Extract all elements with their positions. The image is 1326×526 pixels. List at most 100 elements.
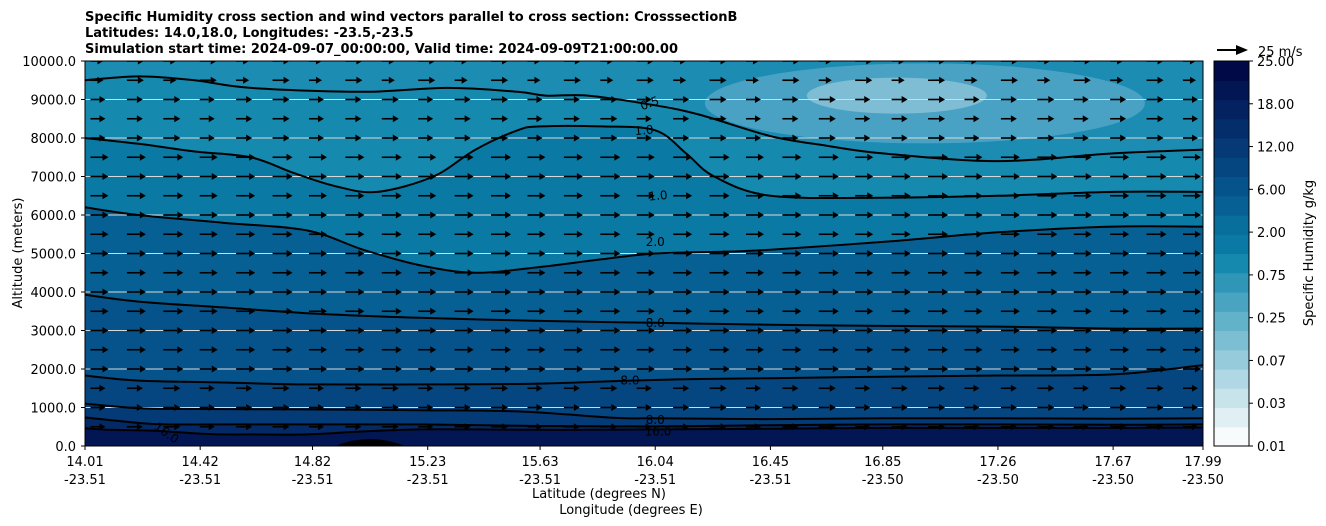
colorbar-swatch: [1214, 195, 1249, 216]
wind-vector-head: [139, 288, 146, 296]
wind-vector-head: [1117, 76, 1124, 84]
wind-vector-head: [720, 384, 727, 392]
wind-vector-head: [249, 346, 256, 354]
wind-vector-head: [286, 192, 293, 200]
wind-vector-head: [832, 327, 839, 334]
contour-line-1.0: [85, 124, 1203, 200]
wind-vector-head: [648, 365, 655, 373]
wind-vector-head: [757, 288, 764, 296]
wind-vector-head: [686, 173, 693, 180]
wind-vector-head: [1044, 76, 1051, 84]
wind-vector-head: [539, 250, 546, 257]
wind-vector-head: [723, 307, 730, 315]
wind-vector-head: [395, 327, 402, 334]
wind-vector-head: [139, 365, 146, 373]
wind-vector-head: [174, 115, 181, 123]
wind-vector-head: [430, 346, 437, 354]
wind-vector-head: [832, 250, 839, 257]
wind-vector-head: [1194, 327, 1201, 334]
wind-vector-head: [1160, 250, 1167, 257]
wind-vector-head: [793, 61, 800, 65]
wind-key-label: 25 m/s: [1258, 45, 1303, 60]
wind-vector-head: [174, 404, 181, 411]
x-tick-label-lon: -23.51: [64, 473, 106, 488]
wind-vector-head: [539, 211, 546, 219]
wind-vector-head: [832, 192, 839, 200]
wind-vector-head: [430, 230, 437, 238]
wind-vector-head: [720, 115, 727, 123]
wind-key-arrow-head: [1236, 45, 1248, 55]
x-tick-label-lat: 14.82: [294, 455, 331, 470]
wind-vector-head: [648, 211, 655, 219]
wind-vector-head: [249, 250, 256, 257]
wind-vector-head: [208, 115, 215, 123]
colorbar-swatch: [1214, 99, 1249, 120]
wind-vector-head: [136, 384, 143, 392]
wind-vector-head: [795, 250, 802, 257]
contour-label: 2.0: [646, 235, 665, 249]
wind-vector-head: [867, 192, 874, 200]
wind-vector-head: [645, 115, 652, 123]
wind-vector-head: [139, 250, 146, 257]
wind-vector-head: [720, 96, 727, 103]
wind-vector-head: [461, 61, 468, 65]
wind-vector-head: [1085, 327, 1092, 334]
wind-vector-head: [505, 192, 512, 200]
wind-vector-head: [467, 327, 474, 334]
contour-label: 0.5: [638, 94, 661, 114]
wind-vector-head: [574, 61, 581, 65]
wind-vector-head: [867, 250, 874, 257]
wind-vector-head: [1085, 211, 1092, 219]
wind-vector-head: [430, 211, 437, 219]
contour-label: 8.0: [646, 316, 665, 330]
wind-vector-head: [395, 211, 402, 219]
wind-vector-head: [502, 423, 509, 431]
wind-vector-head: [867, 211, 874, 219]
wind-vector-head: [864, 134, 871, 142]
wind-vector-head: [1157, 134, 1164, 142]
wind-vector-head: [539, 307, 546, 315]
wind-vector-head: [1123, 230, 1130, 238]
wind-vector-head: [1160, 346, 1167, 354]
wind-vector-head: [611, 423, 618, 431]
wind-vector-head: [576, 269, 583, 277]
wind-vector-head: [467, 346, 474, 354]
wind-vector-head: [576, 288, 583, 296]
wind-vector-head: [939, 404, 946, 411]
x-tick-label-lon: -23.51: [179, 473, 221, 488]
wind-vector-head: [686, 230, 693, 238]
wind-vector-head: [388, 61, 395, 65]
wind-vector-head: [973, 96, 980, 103]
wind-vector-head: [1010, 404, 1017, 411]
wind-vector-head: [686, 288, 693, 296]
wind-vector-head: [648, 307, 655, 315]
wind-vector-head: [249, 307, 256, 315]
wind-vector-head: [607, 61, 614, 65]
wind-vector-head: [211, 365, 218, 373]
wind-vector-head: [174, 96, 181, 103]
wind-vector-head: [1051, 288, 1058, 296]
wind-vector-head: [536, 96, 543, 103]
wind-vector-head: [757, 230, 764, 238]
wind-vector-head: [539, 365, 546, 373]
wind-vector-head: [1013, 269, 1020, 277]
wind-vector-head: [249, 269, 256, 277]
wind-vector-head: [795, 288, 802, 296]
wind-vector-head: [1160, 173, 1167, 180]
wind-vector-head: [1085, 346, 1092, 354]
wind-vector-head: [283, 61, 290, 65]
wind-vector-head: [358, 173, 365, 180]
wind-vector-head: [792, 115, 799, 123]
wind-vector-head: [139, 211, 146, 219]
wind-vector-head: [429, 76, 436, 84]
wind-vector-head: [867, 307, 874, 315]
wind-vector-head: [573, 384, 580, 392]
wind-vector-head: [611, 384, 618, 392]
wind-vector-head: [648, 153, 655, 161]
wind-vector-head: [208, 404, 215, 411]
wind-vector-head: [1013, 250, 1020, 257]
wind-vector-head: [793, 76, 800, 84]
wind-vector-head: [1194, 288, 1201, 296]
wind-vector-head: [208, 134, 215, 142]
plot-area: 16.0 16.08.08.08.02.01.01.00.5: [85, 61, 1203, 446]
